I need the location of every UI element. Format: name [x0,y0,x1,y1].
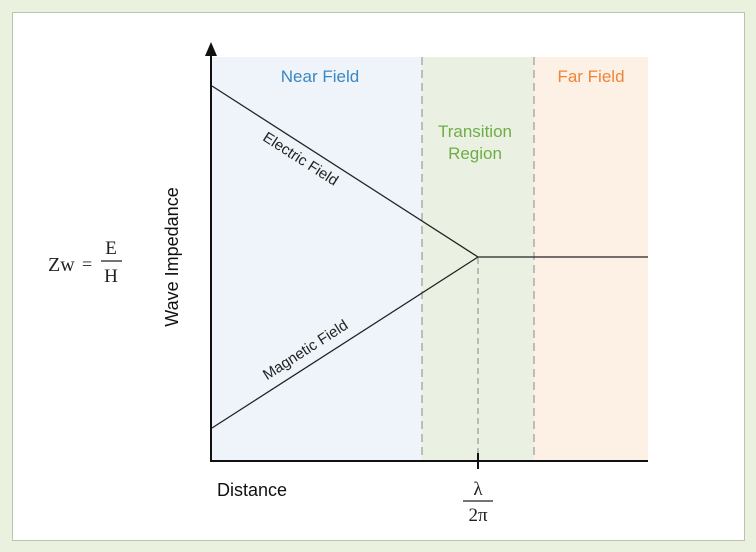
x-axis-label: Distance [217,480,287,500]
transition-label-line2: Region [448,144,502,163]
electric-field-line [211,85,479,258]
formula-denominator: H [104,266,118,287]
near-field-label: Near Field [281,67,359,86]
y-axis-label: Wave Impedance [162,187,182,326]
formula-equals: = [82,254,92,274]
formula-numerator: E [105,238,117,259]
marker-numerator: λ [473,479,483,500]
marker-denominator: 2π [468,505,488,526]
transition-label-line1: Transition [438,122,512,141]
magnetic-field-line [211,256,479,429]
far-field-label: Far Field [557,67,624,86]
formula-lhs: Zw [48,254,75,276]
far-field-region [534,57,648,461]
near-field-region [212,57,422,461]
y-axis-arrow [205,42,217,56]
